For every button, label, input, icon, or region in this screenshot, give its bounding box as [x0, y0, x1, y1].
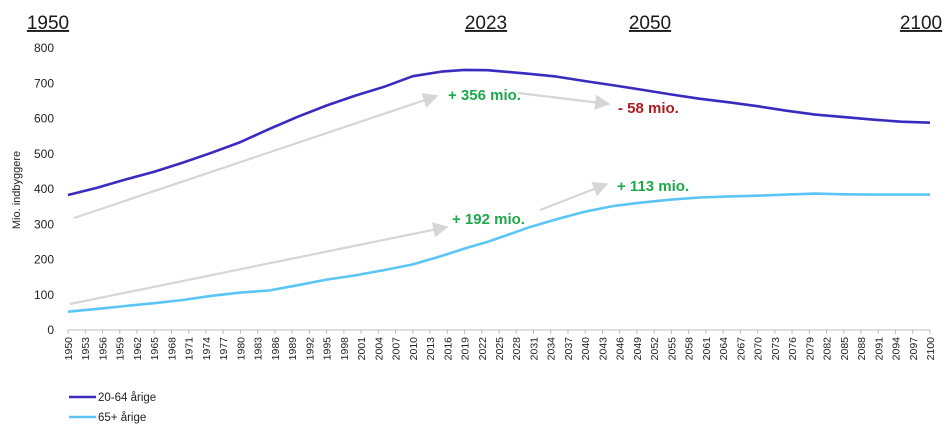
x-tick-label: 1950: [63, 337, 75, 361]
y-tick-label: 200: [34, 253, 54, 267]
y-tick-label: 0: [47, 323, 54, 337]
x-tick-label: 2031: [528, 337, 540, 361]
annotation-arrow: [539, 181, 609, 212]
annotation-elderly-growth-future: + 113 mio.: [617, 178, 689, 195]
x-tick-label: 2088: [856, 337, 868, 361]
annotation-workforce-growth: + 356 mio.: [448, 87, 521, 104]
x-tick-label: 1992: [304, 337, 316, 361]
x-tick-label: 1977: [218, 337, 230, 361]
series-line-20-64: [67, 68, 931, 197]
x-tick-label: 1998: [339, 337, 351, 361]
x-tick-label: 2022: [477, 337, 489, 361]
x-tick-label: 2085: [839, 337, 851, 361]
x-tick-label: 2028: [511, 337, 523, 361]
x-tick-label: 2097: [908, 337, 920, 361]
x-tick-label: 1953: [80, 337, 92, 361]
x-tick-label: 2082: [822, 337, 834, 361]
x-tick-label: 2025: [494, 337, 506, 361]
series-line-65plus: [67, 192, 930, 313]
x-tick-label: 2010: [408, 337, 420, 361]
x-tick-label: 2019: [460, 337, 472, 361]
x-tick-label: 1971: [184, 337, 196, 361]
y-tick-label: 800: [34, 41, 54, 55]
era-label-2050: 2050: [629, 13, 671, 34]
x-tick-label: 1959: [115, 337, 127, 361]
x-tick-label: 2091: [873, 337, 885, 361]
x-tick-label: 2007: [391, 337, 403, 361]
y-tick-label: 700: [34, 76, 54, 90]
x-tick-label: 2076: [787, 337, 799, 361]
legend-label-65plus: 65+ årige: [98, 412, 146, 424]
x-tick-label: 2013: [425, 337, 437, 361]
x-tick-label: 2079: [804, 337, 816, 361]
x-tick-label: 2043: [597, 337, 609, 361]
x-tick-label: 2100: [925, 337, 937, 361]
y-axis: 0 100 200 300 400 500 600 700 800: [34, 41, 54, 337]
annotation-arrows: [69, 91, 611, 306]
x-tick-label: 2049: [632, 337, 644, 361]
x-tick-label: 1962: [132, 337, 144, 361]
x-tick-label: 2055: [666, 337, 678, 361]
era-label-2023: 2023: [465, 13, 507, 34]
legend: 20-64 årige 65+ årige: [69, 392, 156, 424]
era-label-2100: 2100: [900, 13, 942, 34]
annotation-workforce-decline: - 58 mio.: [618, 100, 679, 117]
x-tick-label: 1980: [235, 337, 247, 361]
x-tick-label: 2064: [718, 337, 730, 361]
y-tick-label: 300: [34, 217, 54, 231]
y-tick-label: 600: [34, 112, 54, 126]
x-axis: 1950 1953 1956 1959 1962 1965 1968 1971 1974 1977…: [63, 329, 937, 361]
x-tick-label: 2046: [615, 337, 627, 361]
annotation-arrow: [69, 222, 449, 306]
x-tick-label: 2004: [373, 337, 385, 361]
annotation-arrow: [73, 93, 439, 220]
y-tick-label: 400: [34, 182, 54, 196]
x-tick-label: 2040: [580, 337, 592, 361]
x-tick-label: 1983: [253, 337, 265, 361]
x-tick-label: 2070: [753, 337, 765, 361]
legend-label-20-64: 20-64 årige: [98, 392, 156, 404]
x-tick-label: 2034: [546, 337, 558, 361]
y-tick-label: 500: [34, 147, 54, 161]
series-layer: [67, 68, 931, 313]
x-tick-label: 2061: [701, 337, 713, 361]
x-tick-label: 1995: [322, 337, 334, 361]
x-tick-label: 1974: [201, 337, 213, 361]
x-tick-label: 2094: [891, 337, 903, 361]
annotation-elderly-growth-past: + 192 mio.: [452, 211, 525, 228]
x-tick-label: 1989: [287, 337, 299, 361]
x-tick-label: 1968: [166, 337, 178, 361]
x-tick-label: 1956: [97, 337, 109, 361]
era-label-1950: 1950: [27, 13, 69, 34]
x-tick-label: 2001: [356, 337, 368, 361]
x-tick-label: 2016: [442, 337, 454, 361]
y-axis-label: Mio. indbyggere: [11, 151, 23, 229]
annotation-arrow: [517, 91, 611, 110]
y-tick-label: 100: [34, 288, 54, 302]
x-tick-label: 2052: [649, 337, 661, 361]
x-tick-label: 2067: [735, 337, 747, 361]
x-tick-label: 1986: [270, 337, 282, 361]
x-tick-label: 2073: [770, 337, 782, 361]
x-tick-label: 1965: [149, 337, 161, 361]
x-tick-label: 2037: [563, 337, 575, 361]
x-tick-label: 2058: [684, 337, 696, 361]
